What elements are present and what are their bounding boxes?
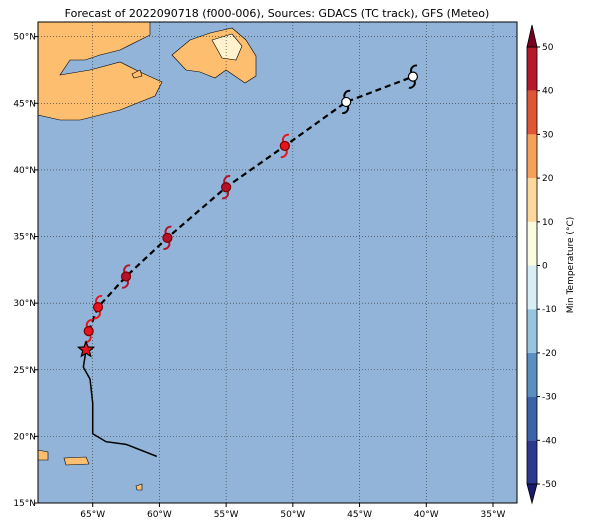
storm-center xyxy=(341,96,352,108)
colorbar-tick-label: -20 xyxy=(542,349,557,359)
storm-center xyxy=(120,271,132,282)
y-tick-label: 25°N xyxy=(13,366,36,376)
y-tick-label: 35°N xyxy=(13,233,36,243)
land xyxy=(37,21,257,491)
past-track xyxy=(82,349,158,458)
colorbar-bin xyxy=(527,265,537,310)
current-position xyxy=(76,340,96,358)
x-tick-label: 65°W xyxy=(80,510,105,520)
storm-center xyxy=(162,232,173,243)
storm-center xyxy=(279,140,290,152)
colorbar-tick-label: 50 xyxy=(542,43,554,53)
colorbar-tick-label: 30 xyxy=(542,130,554,140)
y-tick-label: 40°N xyxy=(13,166,36,176)
x-tick-label: 45°W xyxy=(347,510,372,520)
storm-icon xyxy=(407,64,419,89)
chart-title: Forecast of 2022090718 (f000-006), Sourc… xyxy=(65,7,490,20)
storm-icon xyxy=(221,175,232,200)
colorbar-bin xyxy=(527,134,537,179)
y-tick-label: 20°N xyxy=(13,432,36,442)
storm-icon xyxy=(341,89,352,115)
y-tick-label: 15°N xyxy=(13,499,36,509)
colorbar-tick-label: -30 xyxy=(542,393,557,403)
colorbar-tick-label: -40 xyxy=(542,436,557,446)
storm-center xyxy=(407,71,419,82)
colorbar-tick-label: 10 xyxy=(542,218,554,228)
x-tick-label: 35°W xyxy=(481,510,506,520)
storm-icon xyxy=(92,294,104,320)
y-tick-label: 45°N xyxy=(13,99,36,109)
plot-frame xyxy=(37,21,518,504)
colorbar-label: Min Temperature (°C) xyxy=(566,217,576,314)
x-tick-label: 40°W xyxy=(414,510,439,520)
storm-center xyxy=(83,326,94,337)
colorbar-bin xyxy=(527,440,537,484)
x-tick-label: 55°W xyxy=(214,510,239,520)
y-tick-label: 30°N xyxy=(13,299,36,309)
colorbar-bin xyxy=(527,352,537,397)
colorbar-bin xyxy=(527,178,537,222)
y-tick-label: 50°N xyxy=(13,33,36,43)
colorbar-tick-label: -50 xyxy=(542,480,557,490)
colorbar-tick-label: -10 xyxy=(542,305,557,315)
colorbar-under xyxy=(526,483,538,505)
x-tick-label: 60°W xyxy=(147,510,172,520)
storm-center xyxy=(221,182,232,193)
storm-icon xyxy=(162,225,173,250)
colorbar-over xyxy=(526,24,538,48)
storm-center xyxy=(92,302,104,313)
x-tick-label: 50°W xyxy=(280,510,305,520)
colorbar-tick-label: 20 xyxy=(542,174,554,184)
colorbar-bin xyxy=(527,221,537,266)
colorbar-bin xyxy=(527,309,537,353)
colorbar-tick-label: 0 xyxy=(542,262,548,272)
colorbar-tick-label: 40 xyxy=(542,87,554,97)
storm-icon xyxy=(120,264,132,289)
colorbar-bin xyxy=(527,90,537,135)
forecast-track xyxy=(87,75,414,332)
colorbar-bin xyxy=(527,396,537,441)
storm-icon xyxy=(279,133,290,159)
colorbar-bin xyxy=(527,47,537,91)
